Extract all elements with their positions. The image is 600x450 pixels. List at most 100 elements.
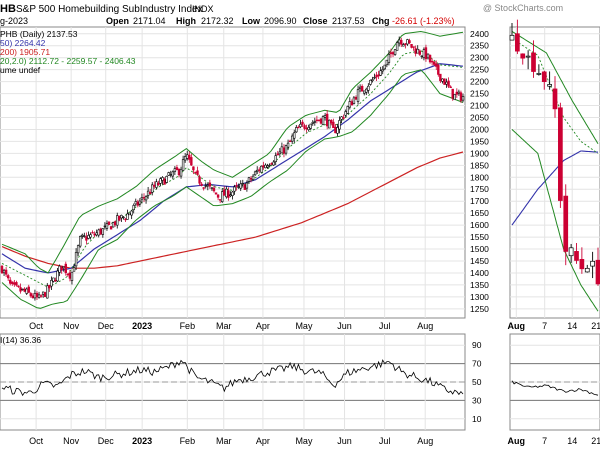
x-tick-label: Jun bbox=[337, 436, 352, 446]
price-candle-body bbox=[311, 121, 314, 124]
rsi-panel: 10 30 50 70 90 I(14) 36.36 bbox=[0, 333, 482, 431]
price-candle-body bbox=[177, 168, 181, 176]
legend-sma50: 50) 2264.42 bbox=[0, 38, 46, 48]
price-candle-body bbox=[155, 181, 158, 188]
x-tick-label: 2023 bbox=[132, 436, 152, 446]
price-candle-body bbox=[68, 272, 72, 279]
rsi-series-line bbox=[1, 359, 464, 397]
price-candle-body bbox=[179, 168, 183, 177]
close-value: 2137.53 bbox=[332, 16, 365, 26]
price-candle-body bbox=[116, 215, 119, 226]
price-panel-frame bbox=[0, 26, 466, 319]
inset-candle-body bbox=[579, 259, 585, 270]
price-candle-body bbox=[225, 188, 228, 198]
price-candle-body bbox=[266, 165, 269, 168]
inset-candle-body bbox=[584, 267, 590, 273]
watermark: @ StockCharts.com bbox=[483, 3, 563, 13]
price-candle-body bbox=[272, 161, 275, 166]
price-candle-body bbox=[290, 135, 294, 142]
low-value: 2096.90 bbox=[264, 16, 297, 26]
price-candle-body bbox=[317, 119, 321, 122]
price-candle-body bbox=[11, 281, 14, 284]
price-candle-body bbox=[109, 226, 113, 230]
price-candle-body bbox=[323, 115, 327, 118]
price-candle-body bbox=[243, 184, 247, 190]
price-candle-body bbox=[313, 121, 317, 123]
price-candle-body bbox=[6, 275, 10, 279]
price-candle-body bbox=[398, 39, 401, 44]
price-candle-body bbox=[346, 106, 349, 114]
inset-price-panel bbox=[509, 19, 600, 319]
inset-overlays bbox=[511, 30, 599, 312]
price-candle-body bbox=[31, 295, 35, 299]
price-y-tick-label: 1800 bbox=[470, 172, 489, 182]
price-candle-body bbox=[406, 39, 409, 45]
price-y-tick-label: 1600 bbox=[470, 220, 489, 230]
price-candle-body bbox=[350, 101, 354, 106]
price-candle-body bbox=[360, 85, 364, 92]
price-candle-body bbox=[105, 223, 109, 229]
price-candle-body bbox=[188, 154, 191, 160]
price-candle-body bbox=[167, 172, 170, 176]
price-candle-body bbox=[138, 200, 142, 205]
inset-candle-body bbox=[515, 33, 520, 52]
price-candle-body bbox=[227, 190, 230, 198]
inset-candle-body bbox=[595, 259, 600, 285]
open-label: Open bbox=[106, 16, 129, 26]
price-candle-body bbox=[416, 48, 419, 54]
sma50-line bbox=[1, 63, 464, 274]
price-candle-body bbox=[111, 222, 115, 228]
price-candle-body bbox=[46, 285, 49, 299]
high-label: High bbox=[176, 16, 196, 26]
price-candle-body bbox=[171, 171, 175, 177]
inset-candle-body bbox=[541, 71, 547, 82]
x-tick-label: 14 bbox=[567, 321, 577, 331]
inset-candle-body bbox=[568, 247, 574, 257]
inset-candle-body bbox=[563, 195, 569, 252]
price-candle-body bbox=[375, 74, 378, 78]
price-candle-body bbox=[136, 201, 140, 206]
price-candle-body bbox=[334, 126, 337, 134]
price-candle-body bbox=[264, 164, 267, 169]
price-candle-body bbox=[83, 235, 86, 237]
price-candle-body bbox=[270, 163, 273, 165]
price-candle-body bbox=[373, 76, 376, 79]
price-candle-body bbox=[408, 40, 411, 44]
price-candle-body bbox=[297, 126, 300, 129]
price-candle-body bbox=[280, 146, 284, 154]
price-y-tick-label: 2000 bbox=[470, 124, 489, 134]
price-y-axis: 1250 1300 1350 1400 1450 1500 1550 1600 1650 1700… bbox=[470, 29, 489, 314]
price-y-tick-label: 1750 bbox=[470, 184, 489, 194]
price-candle-body bbox=[459, 92, 463, 101]
price-candle-body bbox=[19, 287, 22, 292]
price-candle-body bbox=[410, 43, 413, 48]
sma200-line bbox=[1, 151, 464, 269]
bollinger-upper-line bbox=[1, 30, 464, 274]
price-candle-body bbox=[194, 171, 197, 174]
price-candle-body bbox=[369, 79, 372, 85]
rsi-line bbox=[1, 359, 464, 397]
price-candle-body bbox=[85, 236, 88, 241]
price-candle-body bbox=[52, 277, 55, 282]
price-candle-body bbox=[165, 176, 168, 183]
bollinger-mid-line bbox=[1, 50, 464, 288]
price-candle-body bbox=[9, 279, 12, 284]
price-candle-body bbox=[404, 43, 407, 45]
price-candle-body bbox=[37, 294, 41, 298]
rsi-y-tick-label: 10 bbox=[472, 414, 482, 424]
price-candle-body bbox=[428, 54, 432, 63]
price-candle-body bbox=[183, 156, 187, 161]
price-candle-body bbox=[391, 52, 395, 55]
price-candle-body bbox=[426, 53, 430, 59]
chg-value: -26.61 (-1.23%) bbox=[392, 16, 455, 26]
price-candle-body bbox=[76, 245, 80, 254]
price-candle-body bbox=[175, 167, 179, 171]
inset-candle-body bbox=[509, 34, 515, 41]
rsi-grid bbox=[0, 334, 465, 430]
price-candle-body bbox=[159, 178, 162, 184]
price-candle-body bbox=[122, 216, 125, 219]
price-candle-body bbox=[107, 221, 111, 225]
inset-candle-body bbox=[536, 73, 542, 75]
price-candle-body bbox=[282, 147, 286, 154]
price-candle-body bbox=[260, 165, 263, 173]
